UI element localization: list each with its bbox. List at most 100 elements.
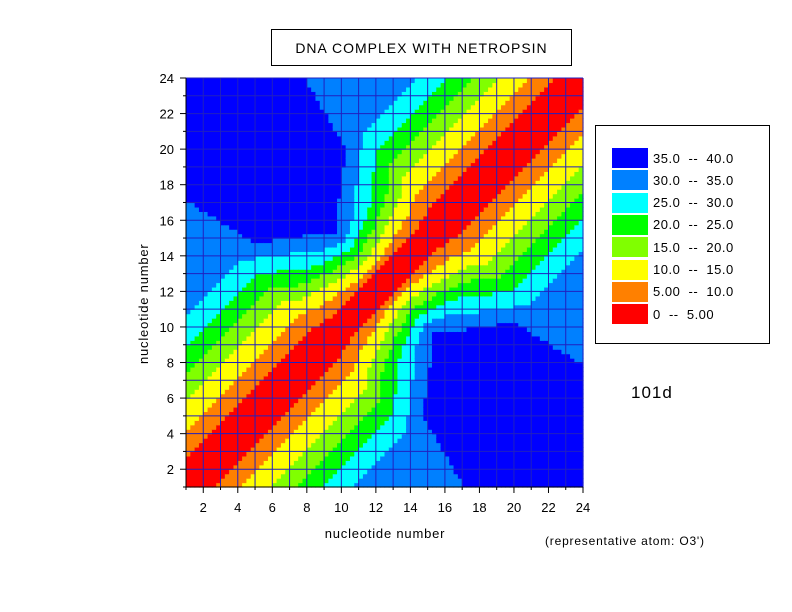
contour-cell (186, 144, 191, 150)
contour-cell (393, 353, 399, 359)
contour-cell (380, 211, 386, 217)
contour-cell (362, 469, 368, 475)
contour-cell (311, 162, 317, 168)
contour-cell (285, 153, 291, 159)
contour-cell (302, 229, 308, 235)
contour-cell (337, 406, 342, 413)
contour-cell (345, 140, 351, 146)
contour-cell (224, 380, 230, 386)
contour-cell (375, 460, 381, 466)
contour-cell (298, 309, 304, 315)
contour-cell (358, 478, 364, 484)
contour-cell (211, 446, 217, 453)
contour-cell (220, 189, 226, 195)
contour-cell (207, 180, 213, 186)
contour-cell (190, 318, 196, 324)
contour-cell (237, 335, 243, 341)
contour-cell (375, 251, 381, 257)
contour-cell (337, 242, 342, 248)
contour-cell (298, 469, 304, 475)
contour-cell (259, 202, 265, 208)
contour-cell (315, 389, 321, 395)
contour-cell (293, 291, 299, 297)
contour-cell (190, 291, 196, 297)
contour-cell (289, 126, 295, 132)
contour-cell (354, 162, 360, 168)
contour-cell (332, 122, 338, 128)
contour-cell (406, 380, 411, 386)
contour-cell (263, 464, 269, 470)
contour-cell (362, 340, 368, 346)
contour-cell (194, 189, 200, 195)
contour-cell (375, 326, 381, 333)
contour-cell (246, 251, 252, 257)
contour-cell (298, 135, 304, 141)
contour-cell (267, 122, 273, 128)
contour-cell (198, 340, 204, 346)
contour-cell (259, 131, 265, 137)
contour-cell (302, 158, 308, 164)
contour-cell (207, 349, 213, 355)
contour-cell (285, 393, 291, 399)
contour-cell (259, 126, 265, 132)
contour-cell (302, 286, 308, 292)
contour-cell (371, 206, 377, 212)
contour-cell (302, 246, 308, 252)
contour-cell (358, 144, 364, 150)
contour-cell (224, 153, 230, 159)
contour-cell (259, 446, 265, 453)
contour-cell (406, 153, 411, 159)
contour-cell (216, 384, 222, 390)
contour-cell (211, 344, 217, 350)
contour-cell (414, 402, 420, 408)
contour-cell (233, 255, 239, 261)
contour-cell (229, 251, 235, 257)
contour-cell (237, 380, 243, 386)
contour-cell (229, 464, 235, 470)
contour-cell (401, 451, 407, 457)
contour-cell (259, 366, 265, 373)
contour-cell (233, 291, 239, 297)
contour-cell (328, 215, 334, 221)
contour-cell (358, 255, 364, 261)
contour-cell (255, 309, 260, 315)
contour-cell (311, 335, 317, 341)
contour-cell (186, 438, 191, 444)
contour-cell (229, 166, 235, 172)
contour-cell (259, 482, 265, 488)
contour-cell (406, 286, 411, 292)
contour-cell (319, 144, 325, 150)
contour-cell (375, 464, 381, 470)
contour-cell (319, 180, 325, 186)
contour-cell (384, 149, 390, 155)
contour-cell (388, 322, 394, 328)
contour-cell (406, 264, 411, 270)
contour-cell (401, 366, 407, 373)
contour-cell (319, 366, 325, 373)
contour-cell (216, 211, 222, 217)
contour-cell (229, 255, 235, 261)
contour-cell (263, 273, 269, 279)
contour-cell (375, 411, 381, 417)
contour-cell (315, 393, 321, 399)
contour-cell (406, 189, 411, 195)
contour-cell (211, 100, 217, 106)
contour-cell (220, 166, 226, 172)
contour-cell (397, 82, 403, 88)
contour-cell (207, 91, 213, 97)
contour-cell (319, 291, 325, 297)
contour-cell (194, 82, 200, 88)
contour-cell (371, 331, 377, 337)
contour-cell (397, 86, 403, 92)
contour-cell (250, 415, 256, 421)
contour-cell (397, 482, 403, 488)
contour-cell (302, 282, 308, 288)
contour-cell (380, 180, 386, 186)
contour-cell (371, 460, 377, 466)
contour-cell (194, 260, 200, 266)
contour-cell (345, 100, 351, 106)
contour-cell (272, 198, 278, 204)
contour-cell (315, 251, 321, 257)
contour-cell (410, 331, 416, 337)
contour-cell (328, 482, 334, 488)
